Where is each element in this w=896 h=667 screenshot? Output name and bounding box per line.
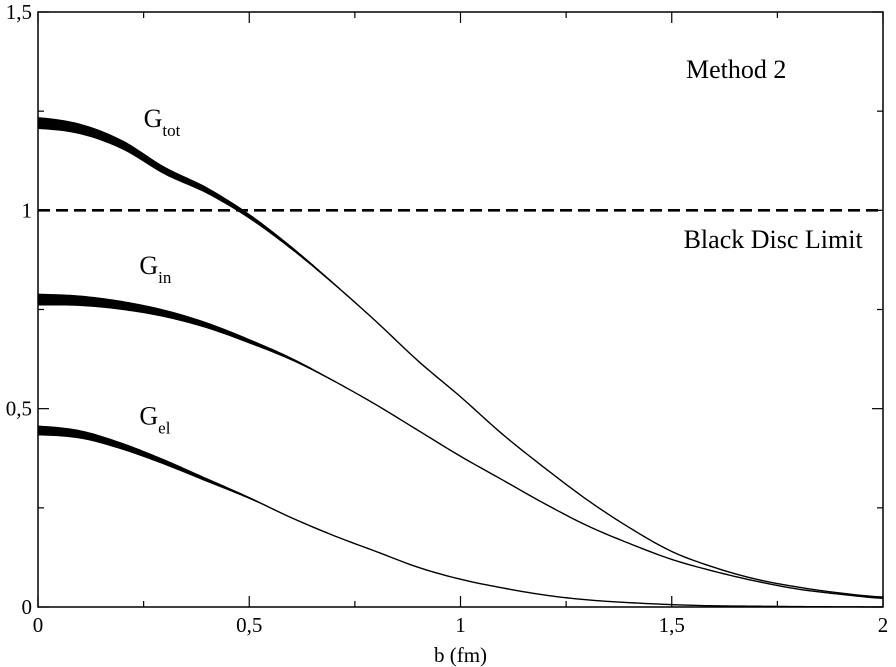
series-labels: Gtot Gin Gel (139, 104, 181, 438)
series-lines (37, 122, 884, 608)
series-label-in: Gin (139, 251, 172, 287)
x-tick-label: 1,5 (659, 613, 685, 637)
series-band-tot (38, 117, 376, 322)
x-tick-label: 0 (33, 613, 44, 637)
method-label: Method 2 (686, 55, 786, 84)
series-label-tot: Gtot (144, 104, 181, 140)
tick-labels: 0 0,5 1 1,5 2 0 0,5 1 1,5 (6, 0, 889, 637)
plot-frame (37, 11, 884, 608)
uncertainty-bands (38, 117, 376, 518)
series-line-in (37, 298, 884, 599)
series-line-el (37, 429, 884, 608)
y-tick-label: 0 (22, 595, 33, 619)
x-axis-label: b (fm) (434, 643, 487, 667)
y-tick-label: 1,5 (6, 0, 32, 24)
axis-ticks (37, 11, 884, 608)
x-tick-label: 0,5 (236, 613, 262, 637)
series-band-in (38, 293, 355, 393)
series-band-el (38, 425, 292, 518)
black-disc-limit-label: Black Disc Limit (684, 225, 864, 254)
y-tick-label: 0,5 (6, 397, 32, 421)
series-label-el: Gel (139, 402, 170, 438)
x-tick-label: 2 (878, 613, 889, 637)
series-line-tot (37, 122, 884, 598)
y-tick-label: 1 (22, 198, 33, 222)
x-tick-label: 1 (455, 613, 466, 637)
